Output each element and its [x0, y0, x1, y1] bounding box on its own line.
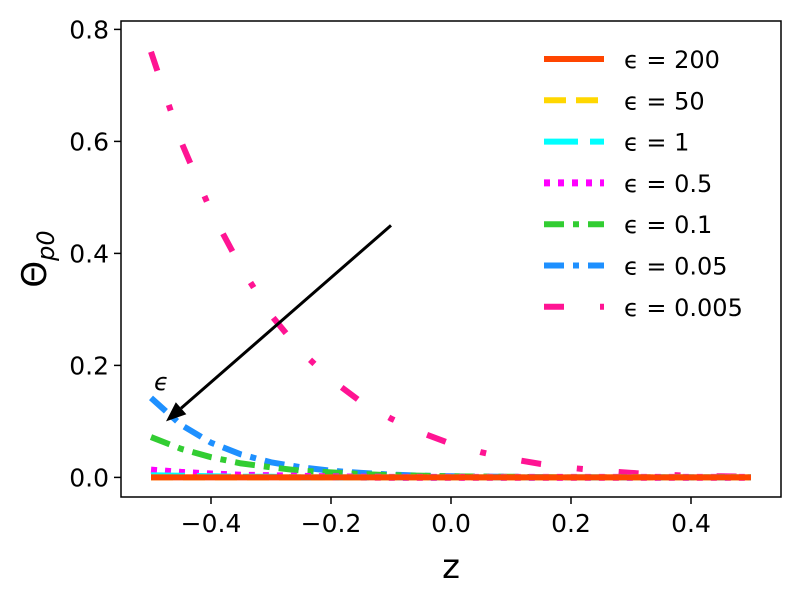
legend-label-0_05: ϵ = 0.05 [624, 253, 728, 281]
x-tick-label: 0.2 [551, 509, 591, 538]
annotation-label: ϵ [154, 368, 169, 396]
x-tick-label: 0.0 [431, 509, 471, 538]
legend-label-0_1: ϵ = 0.1 [624, 211, 712, 239]
y-axis-label-subscript: p0 [32, 230, 60, 262]
annotation-arrow-head [166, 402, 187, 422]
y-tick-label: 0.8 [69, 15, 109, 44]
x-tick-label: −0.2 [301, 509, 362, 538]
y-tick-label: 0.0 [69, 463, 109, 492]
series-line-0_005 [148, 50, 752, 480]
legend-label-200: ϵ = 200 [624, 46, 720, 74]
legend-label-0_5: ϵ = 0.5 [624, 170, 712, 198]
x-tick-label: 0.4 [671, 509, 711, 538]
legend-label-50: ϵ = 50 [624, 87, 705, 115]
legend-label-1: ϵ = 1 [624, 129, 689, 157]
y-tick-label: 0.6 [69, 127, 109, 156]
series-line-0_1 [149, 434, 751, 481]
y-tick-label: 0.4 [69, 239, 109, 268]
epsilon-annotation: ϵ [154, 224, 392, 422]
y-tick-label: 0.2 [69, 351, 109, 380]
x-tick-label: −0.4 [181, 509, 242, 538]
annotation-arrow-shaft [180, 224, 392, 410]
legend: ϵ = 200 ϵ = 50 ϵ = 1 ϵ = 0.5 ϵ = 0.1 ϵ = 0.05… [544, 46, 743, 322]
y-axis-label-main: Θ [15, 261, 55, 288]
y-axis-label: Θp0 [15, 230, 60, 287]
x-axis-label: z [442, 547, 460, 587]
legend-label-0_005: ϵ = 0.005 [624, 294, 743, 322]
series-layer [148, 50, 752, 481]
ticks-layer: −0.4 −0.2 0.0 0.2 0.4 0.0 0.2 0.4 0.6 0.8 [69, 15, 711, 538]
